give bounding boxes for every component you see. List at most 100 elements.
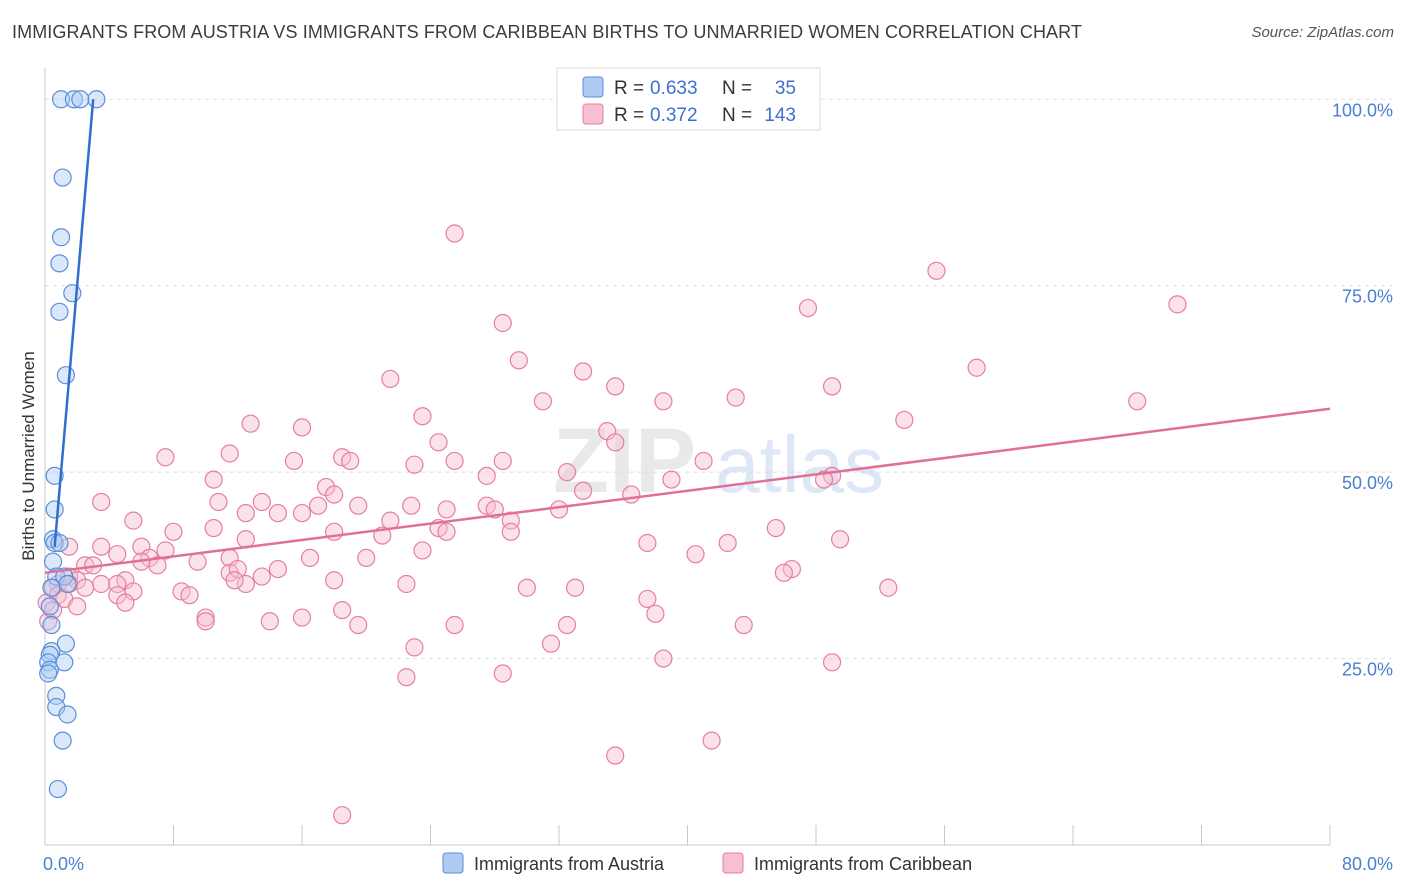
austria-point xyxy=(43,552,63,571)
caribbean-point xyxy=(549,500,569,519)
y-tick-label: 75.0% xyxy=(1342,287,1393,307)
y-tick-label: 100.0% xyxy=(1332,100,1393,120)
caribbean-point xyxy=(573,362,593,381)
caribbean-point xyxy=(879,578,898,597)
legend-swatch-caribbean xyxy=(582,103,604,125)
caribbean-point xyxy=(381,511,400,530)
legend-swatch-austria xyxy=(582,76,604,98)
legend-bottom: Immigrants from Austria Immigrants from … xyxy=(442,852,972,874)
caribbean-point xyxy=(292,418,312,437)
caribbean-point xyxy=(429,433,448,452)
legend-r-value-caribbean: 0.372 xyxy=(650,105,698,126)
trend-line-austria xyxy=(53,99,95,547)
caribbean-point xyxy=(638,533,657,553)
caribbean-point xyxy=(517,578,536,597)
caribbean-point xyxy=(124,511,143,530)
caribbean-point xyxy=(445,224,464,243)
caribbean-point xyxy=(654,392,673,411)
caribbean-point xyxy=(92,574,111,594)
austria-point xyxy=(58,574,77,594)
caribbean-point xyxy=(927,261,946,280)
x-tick-labels: 0.0% 80.0% xyxy=(43,854,1393,874)
caribbean-point xyxy=(236,574,255,594)
caribbean-point xyxy=(349,496,368,515)
caribbean-point xyxy=(108,545,127,564)
caribbean-point xyxy=(397,574,416,594)
series-austria-points xyxy=(39,90,106,799)
caribbean-point xyxy=(209,492,228,512)
watermark-zip: ZIP xyxy=(553,410,696,512)
austria-point xyxy=(50,302,69,321)
caribbean-point xyxy=(325,571,344,590)
grid-lines xyxy=(45,98,1392,660)
bottom-legend-swatch-austria xyxy=(442,852,464,874)
caribbean-point xyxy=(830,530,850,549)
caribbean-point xyxy=(565,578,585,597)
caribbean-point xyxy=(557,463,577,482)
caribbean-point xyxy=(252,492,271,512)
caribbean-point xyxy=(822,377,842,396)
caribbean-point xyxy=(622,485,641,504)
caribbean-point xyxy=(413,407,432,426)
austria-point xyxy=(56,634,75,653)
y-tick-labels: 25.0% 50.0% 75.0% 100.0% xyxy=(1332,100,1393,679)
austria-point xyxy=(71,90,90,109)
austria-point xyxy=(53,731,72,750)
caribbean-point xyxy=(702,731,721,750)
caribbean-point xyxy=(766,518,785,538)
caribbean-point xyxy=(493,313,512,333)
axes xyxy=(44,68,1331,846)
legend-n-value-austria: 35 xyxy=(775,78,796,99)
caribbean-point xyxy=(1128,392,1147,411)
legend-r-label-austria: R = xyxy=(614,78,644,99)
caribbean-point xyxy=(333,600,352,620)
caribbean-point xyxy=(292,608,312,627)
caribbean-point xyxy=(445,615,464,635)
austria-point xyxy=(50,533,69,553)
caribbean-point xyxy=(148,556,167,575)
caribbean-point xyxy=(76,578,95,597)
legend-top: R = 0.633 N = 35 R = 0.372 N = 143 xyxy=(556,67,821,131)
caribbean-point xyxy=(606,433,625,452)
caribbean-point xyxy=(164,522,183,541)
caribbean-point xyxy=(967,358,986,377)
caribbean-point xyxy=(268,504,288,523)
caribbean-point xyxy=(734,615,753,635)
caribbean-point xyxy=(241,414,260,433)
caribbean-point xyxy=(662,470,681,489)
caribbean-point xyxy=(606,377,625,396)
austria-point xyxy=(45,466,64,485)
caribbean-point xyxy=(445,451,464,471)
caribbean-point xyxy=(188,552,207,571)
austria-point xyxy=(40,645,59,664)
caribbean-point xyxy=(694,451,713,471)
caribbean-point xyxy=(204,470,223,489)
austria-point xyxy=(55,653,74,672)
caribbean-point xyxy=(726,388,745,407)
caribbean-point xyxy=(405,455,424,474)
caribbean-point xyxy=(686,545,705,564)
caribbean-point xyxy=(606,746,625,765)
caribbean-point xyxy=(493,451,512,471)
austria-point xyxy=(63,284,82,303)
source-credit: Source: ZipAtlas.com xyxy=(1251,24,1394,41)
caribbean-point xyxy=(300,548,320,568)
caribbean-point xyxy=(437,522,456,541)
austria-point xyxy=(48,779,67,799)
caribbean-point xyxy=(509,351,528,370)
y-tick-label: 50.0% xyxy=(1342,473,1393,493)
y-tick-label: 25.0% xyxy=(1342,660,1393,680)
trend-line-caribbean xyxy=(44,407,1331,575)
caribbean-point xyxy=(349,615,368,635)
watermark-atlas: atlas xyxy=(715,420,884,509)
caribbean-point xyxy=(196,612,215,631)
caribbean-point xyxy=(225,571,244,590)
series-caribbean-points xyxy=(37,224,1187,825)
caribbean-point xyxy=(541,634,561,653)
caribbean-point xyxy=(204,518,223,538)
caribbean-point xyxy=(180,586,199,605)
caribbean-point xyxy=(895,410,914,430)
austria-point xyxy=(51,228,71,247)
caribbean-point xyxy=(357,548,376,568)
